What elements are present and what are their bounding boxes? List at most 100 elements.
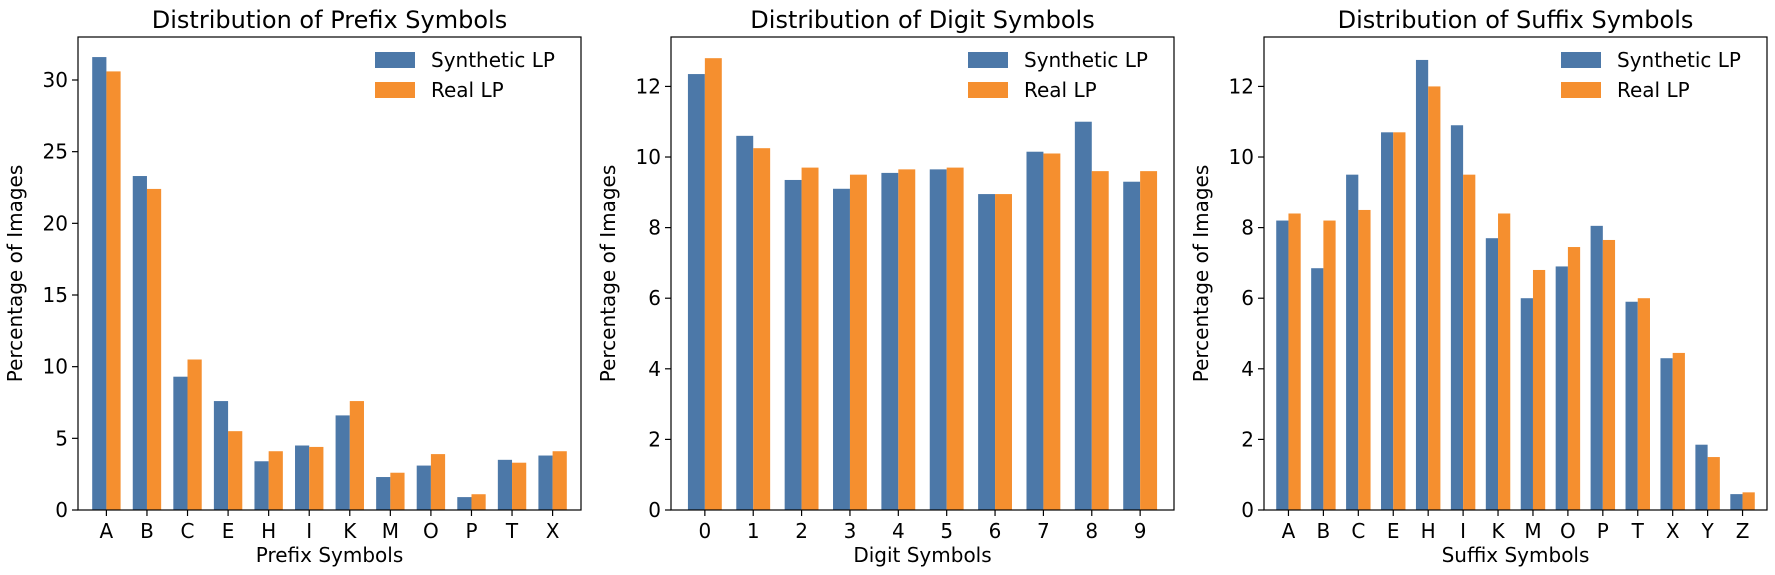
x-tick-label: I bbox=[1460, 519, 1466, 543]
legend-swatch-real bbox=[1561, 82, 1601, 98]
bar-synthetic-E bbox=[213, 401, 229, 510]
bar-real-2 bbox=[801, 167, 819, 510]
chart-panel-3: A B C E H I K M O P T X Y Z 0 2 4 6 8 10 12 Distribution of S… bbox=[1189, 6, 1768, 567]
y-tick-label: 0 bbox=[1241, 498, 1254, 522]
bar-real-4 bbox=[898, 169, 916, 510]
x-tick-label: B bbox=[1317, 519, 1331, 543]
x-tick-label: 4 bbox=[892, 519, 905, 543]
x-tick-label: H bbox=[261, 519, 276, 543]
plot-frame bbox=[670, 36, 1175, 511]
bar-synthetic-5 bbox=[929, 169, 947, 510]
x-axis-label: Prefix Symbols bbox=[256, 543, 404, 567]
bar-synthetic-T bbox=[497, 459, 513, 510]
x-tick-label: 8 bbox=[1085, 519, 1098, 543]
bar-real-7 bbox=[1043, 153, 1061, 511]
y-tick-label: 12 bbox=[636, 74, 661, 98]
bar-synthetic-O bbox=[416, 465, 431, 510]
y-tick-label: 4 bbox=[1241, 357, 1254, 381]
chart-title: Distribution of Prefix Symbols bbox=[152, 6, 507, 34]
legend-label-synthetic: Synthetic LP bbox=[1617, 48, 1741, 72]
y-tick-label: 6 bbox=[648, 286, 661, 310]
bar-synthetic-8 bbox=[1074, 121, 1092, 510]
bar-real-T bbox=[512, 462, 527, 510]
legend-label-real: Real LP bbox=[1617, 78, 1690, 102]
bar-real-H bbox=[1428, 86, 1441, 511]
x-tick-label: M bbox=[382, 519, 399, 543]
bar-synthetic-C bbox=[1346, 174, 1359, 510]
bar-real-6 bbox=[995, 194, 1012, 510]
y-axis-label: Percentage of Images bbox=[1189, 165, 1213, 383]
bar-real-1 bbox=[753, 148, 771, 510]
x-tick-label: C bbox=[181, 519, 195, 543]
x-tick-label: E bbox=[222, 519, 235, 543]
bar-real-H bbox=[268, 451, 283, 510]
x-tick-label: O bbox=[1560, 519, 1576, 543]
y-axis-label: Percentage of Images bbox=[3, 165, 27, 383]
bar-real-8 bbox=[1091, 171, 1109, 510]
bar-real-X bbox=[1672, 352, 1685, 510]
y-tick-label: 30 bbox=[43, 68, 68, 92]
x-tick-label: O bbox=[423, 519, 439, 543]
x-tick-label: P bbox=[465, 519, 477, 543]
bar-real-K bbox=[349, 401, 364, 510]
chart-title: Distribution of Digit Symbols bbox=[750, 6, 1094, 34]
bar-real-A bbox=[1288, 213, 1301, 511]
y-tick-label: 0 bbox=[648, 498, 661, 522]
bar-real-E bbox=[228, 431, 243, 510]
y-tick-label: 15 bbox=[43, 283, 68, 307]
x-tick-label: C bbox=[1351, 519, 1365, 543]
bar-real-I bbox=[1463, 174, 1476, 510]
bar-synthetic-A bbox=[92, 57, 107, 510]
x-axis-label: Digit Symbols bbox=[853, 543, 991, 567]
bar-synthetic-C bbox=[173, 376, 188, 510]
bar-synthetic-3 bbox=[833, 188, 850, 510]
x-tick-label: T bbox=[1631, 519, 1645, 543]
bar-synthetic-6 bbox=[978, 194, 996, 510]
plot-frame bbox=[77, 36, 582, 511]
y-tick-label: 8 bbox=[648, 216, 661, 240]
bar-real-C bbox=[187, 359, 202, 510]
x-tick-label: 2 bbox=[795, 519, 808, 543]
x-tick-label: E bbox=[1387, 519, 1400, 543]
bar-synthetic-O bbox=[1555, 266, 1568, 510]
x-tick-label: H bbox=[1421, 519, 1436, 543]
x-tick-label: A bbox=[1282, 519, 1296, 543]
legend-swatch-synthetic bbox=[968, 52, 1008, 68]
bar-real-0 bbox=[704, 58, 722, 511]
bar-synthetic-P bbox=[457, 497, 472, 510]
x-tick-label: K bbox=[343, 519, 357, 543]
bar-synthetic-X bbox=[1660, 358, 1673, 510]
x-tick-label: 5 bbox=[940, 519, 953, 543]
x-tick-label: T bbox=[505, 519, 519, 543]
bar-synthetic-0 bbox=[687, 74, 705, 510]
x-tick-label: 3 bbox=[844, 519, 857, 543]
y-tick-label: 0 bbox=[55, 498, 68, 522]
bar-synthetic-K bbox=[335, 415, 350, 510]
bar-synthetic-I bbox=[295, 445, 310, 510]
bar-synthetic-I bbox=[1450, 125, 1464, 510]
y-tick-label: 4 bbox=[648, 357, 661, 381]
x-tick-label: K bbox=[1491, 519, 1505, 543]
x-tick-label: 6 bbox=[989, 519, 1002, 543]
bar-real-E bbox=[1393, 132, 1406, 510]
legend-swatch-synthetic bbox=[1561, 52, 1601, 68]
bar-synthetic-B bbox=[1311, 268, 1324, 510]
bar-real-T bbox=[1637, 298, 1650, 510]
bar-real-B bbox=[146, 188, 162, 510]
y-tick-label: 6 bbox=[1241, 286, 1254, 310]
y-tick-label: 12 bbox=[1229, 74, 1254, 98]
bar-synthetic-9 bbox=[1123, 181, 1141, 510]
x-tick-label: B bbox=[140, 519, 154, 543]
bar-real-Z bbox=[1742, 492, 1755, 510]
bar-real-3 bbox=[849, 174, 867, 510]
y-axis-label: Percentage of Images bbox=[596, 165, 620, 383]
bar-synthetic-7 bbox=[1026, 151, 1044, 510]
plot-frame bbox=[1263, 36, 1768, 511]
x-tick-label: X bbox=[1666, 519, 1680, 543]
y-tick-label: 2 bbox=[648, 427, 661, 451]
bar-synthetic-M bbox=[376, 477, 391, 510]
bar-synthetic-E bbox=[1381, 132, 1394, 510]
bar-real-B bbox=[1323, 220, 1336, 511]
